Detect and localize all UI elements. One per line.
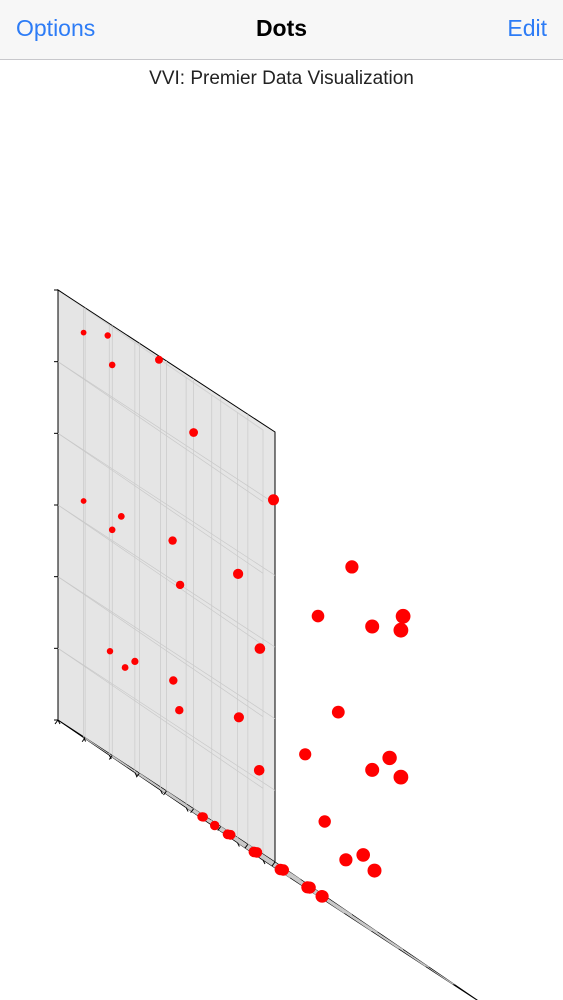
data-point	[345, 560, 359, 574]
side-wall-grid-line	[57, 433, 276, 576]
data-point	[393, 622, 409, 638]
data-point	[168, 536, 177, 545]
x-axis-tick	[108, 754, 112, 760]
y-axis-tick	[244, 843, 249, 849]
data-point	[80, 498, 87, 504]
chart-title: VVI: Premier Data Visualization	[149, 68, 414, 89]
back-wall-grid-line	[57, 361, 264, 502]
data-point	[233, 712, 244, 723]
data-point	[121, 664, 129, 671]
data-point	[108, 526, 116, 534]
data-point	[318, 815, 331, 828]
x-axis-tick	[134, 772, 138, 777]
data-point	[367, 863, 382, 878]
data-point	[393, 769, 409, 785]
side-wall-grid-line	[57, 648, 276, 791]
y-axis-tick	[135, 772, 140, 778]
data-point	[104, 332, 111, 339]
back-wall-grid-line	[57, 576, 264, 717]
x-axis-tick	[262, 859, 266, 865]
y-axis-tick	[163, 790, 167, 796]
y-axis-tick	[190, 808, 195, 814]
data-point	[315, 890, 329, 903]
data-point	[299, 748, 312, 761]
data-point	[339, 853, 353, 867]
side-wall-grid-line	[57, 504, 276, 648]
data-point	[248, 846, 260, 858]
options-button[interactable]: Options	[16, 15, 96, 41]
data-point	[395, 608, 411, 624]
data-point	[365, 619, 380, 634]
y-axis-tick	[217, 826, 222, 831]
data-point	[233, 568, 244, 580]
data-point	[225, 829, 236, 840]
data-point	[175, 706, 184, 715]
back-wall-grid-line	[57, 648, 264, 789]
data-point	[131, 657, 139, 666]
navigation-bar: Options Dots Edit	[0, 0, 563, 60]
data-point	[210, 820, 220, 831]
data-point	[117, 513, 125, 520]
x-axis-tick	[83, 737, 87, 742]
data-point	[175, 580, 185, 590]
data-point	[274, 863, 286, 876]
data-point	[356, 848, 371, 862]
data-point	[155, 355, 163, 364]
x-axis-tick	[57, 719, 61, 725]
data-point	[169, 676, 178, 685]
x-axis-tick	[185, 807, 189, 812]
data-point	[303, 881, 316, 894]
data-point	[253, 765, 265, 776]
side-wall-grid-line	[57, 576, 276, 719]
page-title: Dots	[255, 15, 308, 41]
back-wall-grid-line	[57, 433, 264, 574]
data-point	[382, 750, 397, 766]
x-axis-tick	[236, 842, 240, 847]
y-axis-tick	[271, 861, 276, 867]
data-point	[331, 705, 345, 719]
data-point	[80, 329, 87, 336]
x-axis-tick	[160, 789, 163, 795]
data-point	[268, 494, 279, 506]
data-point	[189, 428, 199, 437]
side-wall-grid-line	[57, 361, 276, 504]
data-point	[311, 609, 325, 623]
data-point	[106, 648, 114, 655]
data-point	[365, 762, 380, 777]
data-point	[108, 361, 116, 369]
back-wall-grid-line	[57, 504, 264, 646]
y-axis-tick	[54, 719, 59, 725]
data-point	[197, 812, 207, 822]
edit-button[interactable]: Edit	[507, 15, 547, 41]
data-point	[254, 643, 266, 654]
